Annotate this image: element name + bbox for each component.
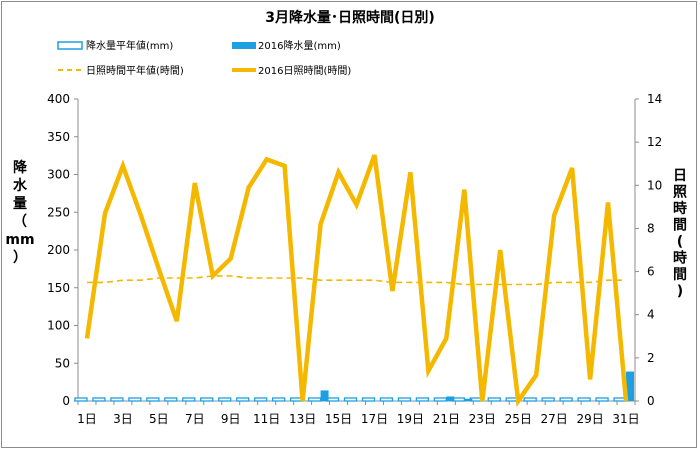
bar-precip-normal [397,397,412,402]
bar-precip-2016 [626,371,635,401]
x-tick-label: 23日 [469,412,496,426]
legend-swatch-precip-normal [57,41,83,50]
x-tick-label: 15日 [325,412,352,426]
y-right-tick-label: 0 [647,394,655,408]
bar-precip-normal [164,397,178,402]
bar-precip-normal [182,397,196,402]
chart-title: 3月降水量･日照時間(日別) [265,9,435,26]
bar-precip-normal [307,397,322,402]
x-ticks: 1日 3日 5日 7日 9日 11日 13日 15日 17日 19日 21日 23日 25日 27日 29日… [77,401,640,426]
bar-precip-normal [218,397,232,402]
bar-precip-normal [595,397,609,402]
bar-precip-normal [271,397,286,402]
y-left-title-char: 量 [13,196,27,212]
legend-label-sun-normal: 日照時間平年値(時間) [86,64,184,77]
x-tick-label: 17日 [361,412,388,426]
y-left-tick-label: 0 [62,394,70,408]
y-left-title-char: 水 [13,177,28,194]
x-tick-label: 21日 [433,412,460,426]
bar-precip-normal [343,397,358,402]
y-left-tick-label: 300 [47,168,70,182]
bar-precip-normal [128,397,142,402]
x-tick-label: 19日 [397,412,424,426]
bar-precip-normal [254,397,268,402]
x-tick-label: 1日 [77,412,97,426]
y-right-ticks: 0 2 4 6 8 10 12 14 [635,92,662,408]
y-right-tick-label: 14 [647,92,662,106]
bar-precip-normal [523,397,537,402]
y-left-tick-label: 200 [47,243,70,257]
bar-precip-normal [74,397,88,402]
y-left-tick-label: 350 [47,130,70,144]
x-tick-label: 3日 [113,412,133,426]
bar-precip-normal [236,397,250,402]
y-left-title: 降水量 （ mm ） [5,159,34,266]
y-right-title-char: 時 [673,250,687,267]
x-tick-label: 31日 [612,412,639,426]
line-sun-normal [87,275,626,286]
y-right-title-char: ) [677,284,683,300]
y-right-tick-label: 12 [647,135,662,149]
y-right-tick-label: 2 [647,351,655,365]
y-left-tick-label: 150 [47,281,70,295]
y-right-title-char: 間 [673,267,687,283]
y-left-tick-label: 250 [47,205,70,219]
y-right-tick-label: 10 [647,178,662,192]
y-left-tick-label: 100 [47,319,70,333]
bar-precip-normal [559,397,573,402]
sunshine-lines [84,154,629,408]
x-tick-label: 29日 [576,412,603,426]
bar-precip-normal [200,397,214,402]
x-tick-label: 13日 [289,412,316,426]
x-tick-label: 11日 [253,412,280,426]
bar-precip-normal [361,397,376,402]
legend-label-precip-2016: 2016降水量(mm) [258,39,341,52]
bar-precip-normal [577,397,591,402]
y-right-tick-label: 8 [647,221,655,235]
bar-precip-normal [541,397,555,402]
y-left-title-char: 降 [13,159,28,176]
legend-label-sun-2016: 2016日照時間(時間) [258,65,351,77]
y-left-tick-label: 400 [47,92,70,106]
x-tick-label: 7日 [185,412,205,426]
bar-precip-2016 [320,390,329,401]
y-left-title-char: ） [13,250,27,266]
bar-precip-normal [92,397,106,402]
legend-swatch-precip-2016 [232,42,256,49]
y-left-title-char: mm [5,232,34,248]
bars-precip-2016 [320,371,635,401]
y-right-title-char: 日 [673,168,687,184]
bar-precip-normal [433,397,447,402]
y-right-title-char: 間 [673,218,687,234]
y-right-title-char: 時 [673,200,687,217]
x-tick-label: 9日 [221,412,241,426]
y-right-title-char: ( [677,234,683,250]
y-right-title: 日照時間(時間) [673,168,687,300]
bar-precip-normal [146,397,160,402]
y-right-tick-label: 4 [647,308,655,322]
x-tick-label: 25日 [505,412,532,426]
y-right-title-char: 照 [673,185,687,201]
bar-precip-normal [415,397,430,402]
legend-label-precip-normal: 降水量平年値(mm) [86,39,173,52]
bars-precip-normal [74,397,627,402]
bar-precip-2016 [446,396,455,401]
bar-precip-2016 [464,398,473,401]
legend: 降水量平年値(mm) 2016降水量(mm) 日照時間平年値(時間) 2016日… [57,39,351,77]
bar-precip-normal [487,397,501,402]
x-tick-label: 5日 [149,412,169,426]
bar-precip-normal [110,397,124,402]
y-left-ticks: 0 50 100 150 200 250 300 350 400 [47,92,78,408]
x-tick-label: 27日 [541,412,568,426]
bar-precip-normal [379,397,394,402]
y-right-tick-label: 6 [647,265,655,279]
y-left-tick-label: 50 [55,356,70,370]
y-left-title-char: （ [13,214,27,230]
